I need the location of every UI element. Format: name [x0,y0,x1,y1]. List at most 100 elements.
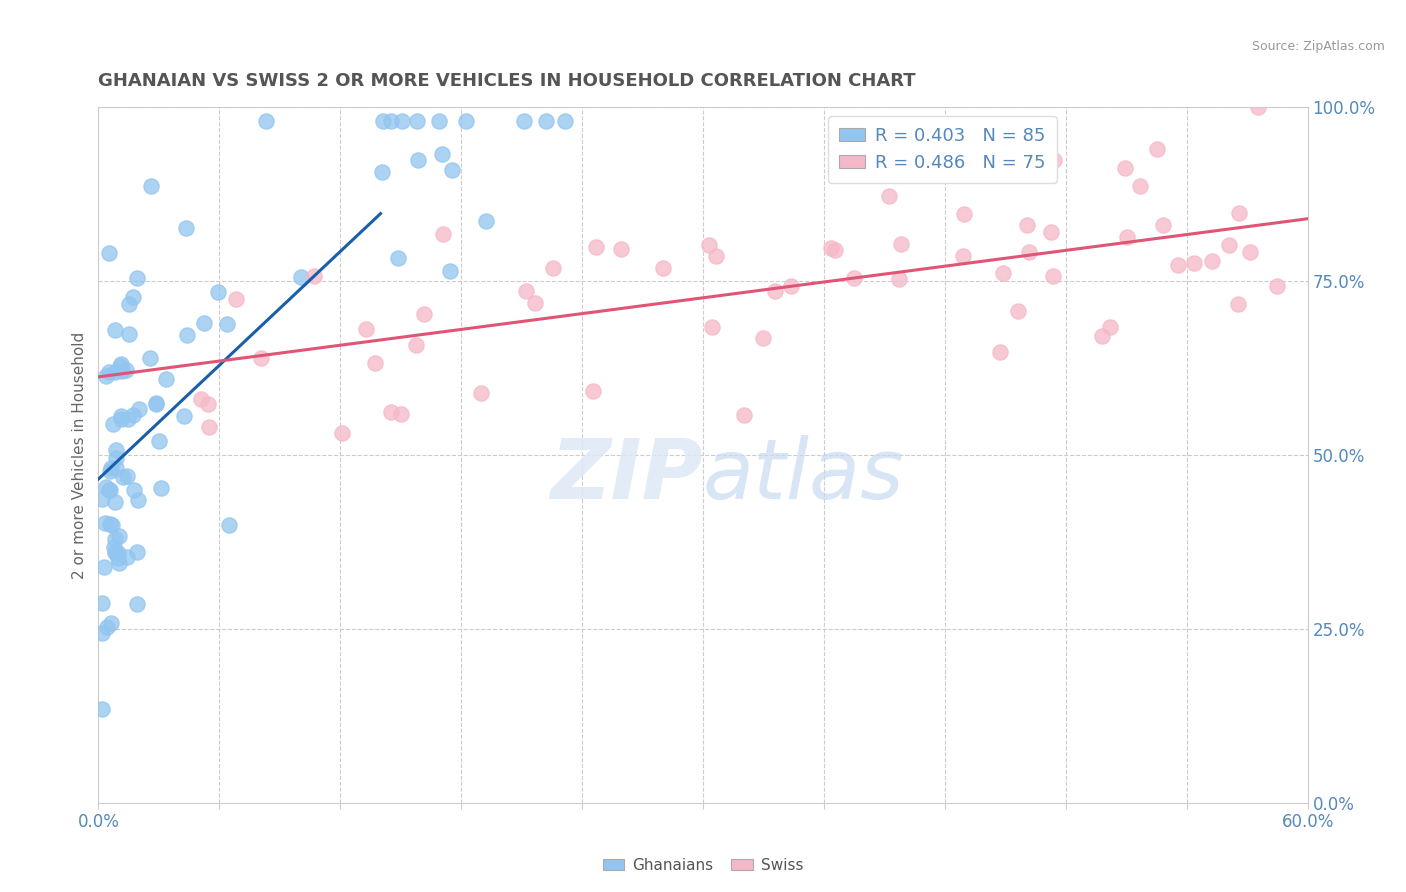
Point [1015,218,1038,232]
Point [427,114,450,128]
Point [190,392,212,406]
Point [364,356,387,370]
Point [215,317,238,331]
Point [104,365,127,379]
Point [1227,206,1250,220]
Point [254,114,277,128]
Point [96,368,118,383]
Point [1322,278,1344,293]
Point [953,207,976,221]
Point [145,397,167,411]
Point [405,338,427,352]
Point [842,270,865,285]
Point [1400,207,1406,221]
Point [752,331,775,345]
Point [1247,100,1270,114]
Point [117,297,139,311]
Point [97,365,120,379]
Y-axis label: 2 or more Vehicles in Household: 2 or more Vehicles in Household [72,331,87,579]
Point [470,385,492,400]
Point [155,372,177,386]
Point [1040,225,1063,239]
Point [104,532,127,546]
Point [104,495,127,509]
Point [440,163,463,178]
Point [145,395,167,409]
Point [1042,268,1064,283]
Point [763,284,786,298]
Point [371,165,394,179]
Point [439,263,461,277]
Point [1090,329,1112,343]
Point [387,252,409,266]
Point [111,364,134,378]
Point [406,153,429,167]
Point [354,322,377,336]
Point [97,245,120,260]
Point [117,412,139,426]
Point [1201,254,1223,268]
Point [820,241,842,255]
Point [1007,304,1029,318]
Point [107,551,129,566]
Point [127,545,149,559]
Point [101,517,124,532]
Point [98,516,121,531]
Point [917,132,939,146]
Point [104,545,127,559]
Point [118,326,141,341]
Point [110,409,132,424]
Point [103,417,125,431]
Point [1396,260,1406,274]
Point [91,596,114,610]
Point [110,357,132,371]
Point [115,549,138,564]
Text: atlas: atlas [703,435,904,516]
Point [534,114,557,128]
Point [887,272,910,286]
Point [1265,278,1288,293]
Point [513,114,536,128]
Text: GHANAIAN VS SWISS 2 OR MORE VEHICLES IN HOUSEHOLD CORRELATION CHART: GHANAIAN VS SWISS 2 OR MORE VEHICLES IN … [98,72,917,90]
Point [1227,297,1250,311]
Point [108,359,131,373]
Point [198,420,221,434]
Point [91,701,114,715]
Point [652,260,675,275]
Point [104,323,127,337]
Point [993,266,1015,280]
Point [104,461,127,475]
Point [454,114,477,128]
Point [100,461,122,475]
Point [125,271,148,285]
Point [524,296,547,310]
Point [100,616,122,631]
Point [697,238,720,252]
Point [98,464,121,478]
Point [122,290,145,304]
Point [432,227,454,241]
Point [98,483,121,498]
Point [290,270,312,285]
Point [988,345,1011,359]
Point [141,179,163,194]
Point [554,114,576,128]
Point [218,517,240,532]
Point [91,491,114,506]
Point [91,625,114,640]
Point [103,540,125,554]
Point [115,363,138,377]
Point [150,481,173,495]
Point [1152,218,1174,232]
Text: ZIP: ZIP [550,435,703,516]
Text: Source: ZipAtlas.com: Source: ZipAtlas.com [1251,40,1385,54]
Point [93,559,115,574]
Point [98,483,121,497]
Point [515,284,537,298]
Point [93,516,115,530]
Point [127,598,149,612]
Point [302,269,325,284]
Point [173,409,195,424]
Point [1114,161,1136,175]
Point [174,221,197,235]
